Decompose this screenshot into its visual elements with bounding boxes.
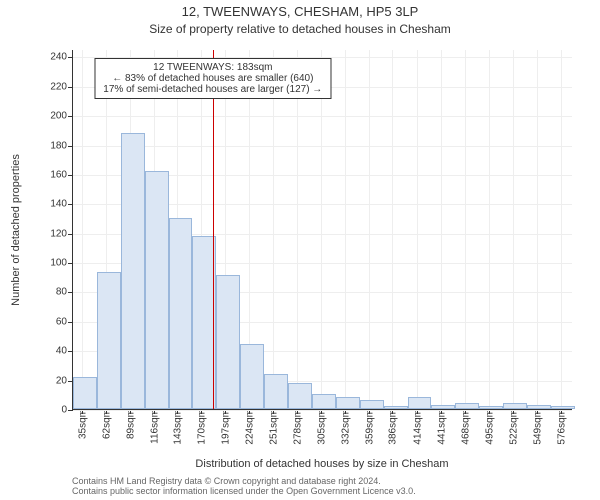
histogram-bar <box>240 344 264 409</box>
gridline-v <box>273 50 274 409</box>
histogram-bar <box>527 405 551 409</box>
ytick-label: 0 <box>61 405 73 416</box>
ytick-label: 20 <box>56 375 73 386</box>
xtick-label: 495sqm <box>482 409 495 445</box>
annotation-box: 12 TWEENWAYS: 183sqm← 83% of detached ho… <box>94 58 331 99</box>
histogram-bar <box>121 133 145 409</box>
xtick-label: 224sqm <box>243 409 256 445</box>
histogram-bar <box>360 400 384 409</box>
histogram-bar <box>73 377 97 409</box>
gridline-h <box>73 146 572 147</box>
gridline-v <box>297 50 298 409</box>
histogram-bar <box>288 383 312 409</box>
chart-container: 12, TWEENWAYS, CHESHAM, HP5 3LP Size of … <box>0 0 600 500</box>
ytick-label: 60 <box>56 316 73 327</box>
histogram-bar <box>503 403 527 409</box>
xtick-label: 62sqm <box>99 409 112 439</box>
histogram-bar <box>264 374 288 409</box>
histogram-bar <box>479 406 503 409</box>
xtick-label: 251sqm <box>267 409 280 445</box>
histogram-bar <box>384 406 408 409</box>
histogram-bar <box>145 171 169 409</box>
xtick-label: 278sqm <box>290 409 303 445</box>
annotation-line1: 12 TWEENWAYS: 183sqm <box>103 62 322 73</box>
xtick-label: 35sqm <box>75 409 88 439</box>
ytick-label: 100 <box>50 258 73 269</box>
histogram-bar <box>216 275 240 409</box>
gridline-v <box>321 50 322 409</box>
histogram-bar <box>431 405 455 409</box>
chart-title-line2: Size of property relative to detached ho… <box>149 22 451 36</box>
xtick-label: 549sqm <box>530 409 543 445</box>
xtick-label: 441sqm <box>435 409 448 445</box>
xtick-label: 386sqm <box>386 409 399 445</box>
histogram-bar <box>312 394 336 409</box>
gridline-v <box>392 50 393 409</box>
histogram-bar <box>455 403 479 409</box>
gridline-v <box>417 50 418 409</box>
xtick-label: 468sqm <box>459 409 472 445</box>
xtick-label: 89sqm <box>123 409 136 439</box>
xtick-label: 359sqm <box>362 409 375 445</box>
histogram-bar <box>169 218 193 409</box>
ytick-label: 120 <box>50 228 73 239</box>
xtick-label: 170sqm <box>195 409 208 445</box>
ytick-label: 80 <box>56 287 73 298</box>
xtick-label: 197sqm <box>219 409 232 445</box>
x-axis-label: Distribution of detached houses by size … <box>195 458 448 470</box>
gridline-v <box>82 50 83 409</box>
xtick-label: 522sqm <box>506 409 519 445</box>
ytick-label: 140 <box>50 199 73 210</box>
xtick-label: 116sqm <box>147 409 160 444</box>
xtick-label: 143sqm <box>171 409 184 445</box>
gridline-v <box>537 50 538 409</box>
gridline-v <box>465 50 466 409</box>
gridline-v <box>345 50 346 409</box>
attribution-line1: Contains HM Land Registry data © Crown c… <box>72 476 416 486</box>
reference-line <box>213 50 214 409</box>
ytick-label: 240 <box>50 52 73 63</box>
attribution-line2: Contains public sector information licen… <box>72 486 416 496</box>
y-axis-label: Number of detached properties <box>10 154 22 306</box>
histogram-bar <box>551 406 575 409</box>
ytick-label: 180 <box>50 140 73 151</box>
attribution-text: Contains HM Land Registry data © Crown c… <box>72 476 416 496</box>
histogram-bar <box>408 397 432 409</box>
ytick-label: 200 <box>50 111 73 122</box>
gridline-v <box>561 50 562 409</box>
gridline-v <box>513 50 514 409</box>
xtick-label: 576sqm <box>554 409 567 445</box>
ytick-label: 220 <box>50 81 73 92</box>
histogram-bar <box>336 397 360 409</box>
ytick-label: 40 <box>56 346 73 357</box>
chart-title-line1: 12, TWEENWAYS, CHESHAM, HP5 3LP <box>182 4 419 19</box>
xtick-label: 332sqm <box>338 409 351 445</box>
gridline-h <box>73 410 572 411</box>
gridline-v <box>489 50 490 409</box>
xtick-label: 305sqm <box>314 409 327 445</box>
ytick-label: 160 <box>50 169 73 180</box>
annotation-line2: ← 83% of detached houses are smaller (64… <box>103 73 322 84</box>
gridline-h <box>73 116 572 117</box>
gridline-v <box>369 50 370 409</box>
gridline-v <box>441 50 442 409</box>
plot-area: 35sqm62sqm89sqm116sqm143sqm170sqm197sqm2… <box>72 50 572 410</box>
histogram-bar <box>97 272 121 409</box>
xtick-label: 414sqm <box>411 409 424 445</box>
annotation-line3: 17% of semi-detached houses are larger (… <box>103 84 322 95</box>
